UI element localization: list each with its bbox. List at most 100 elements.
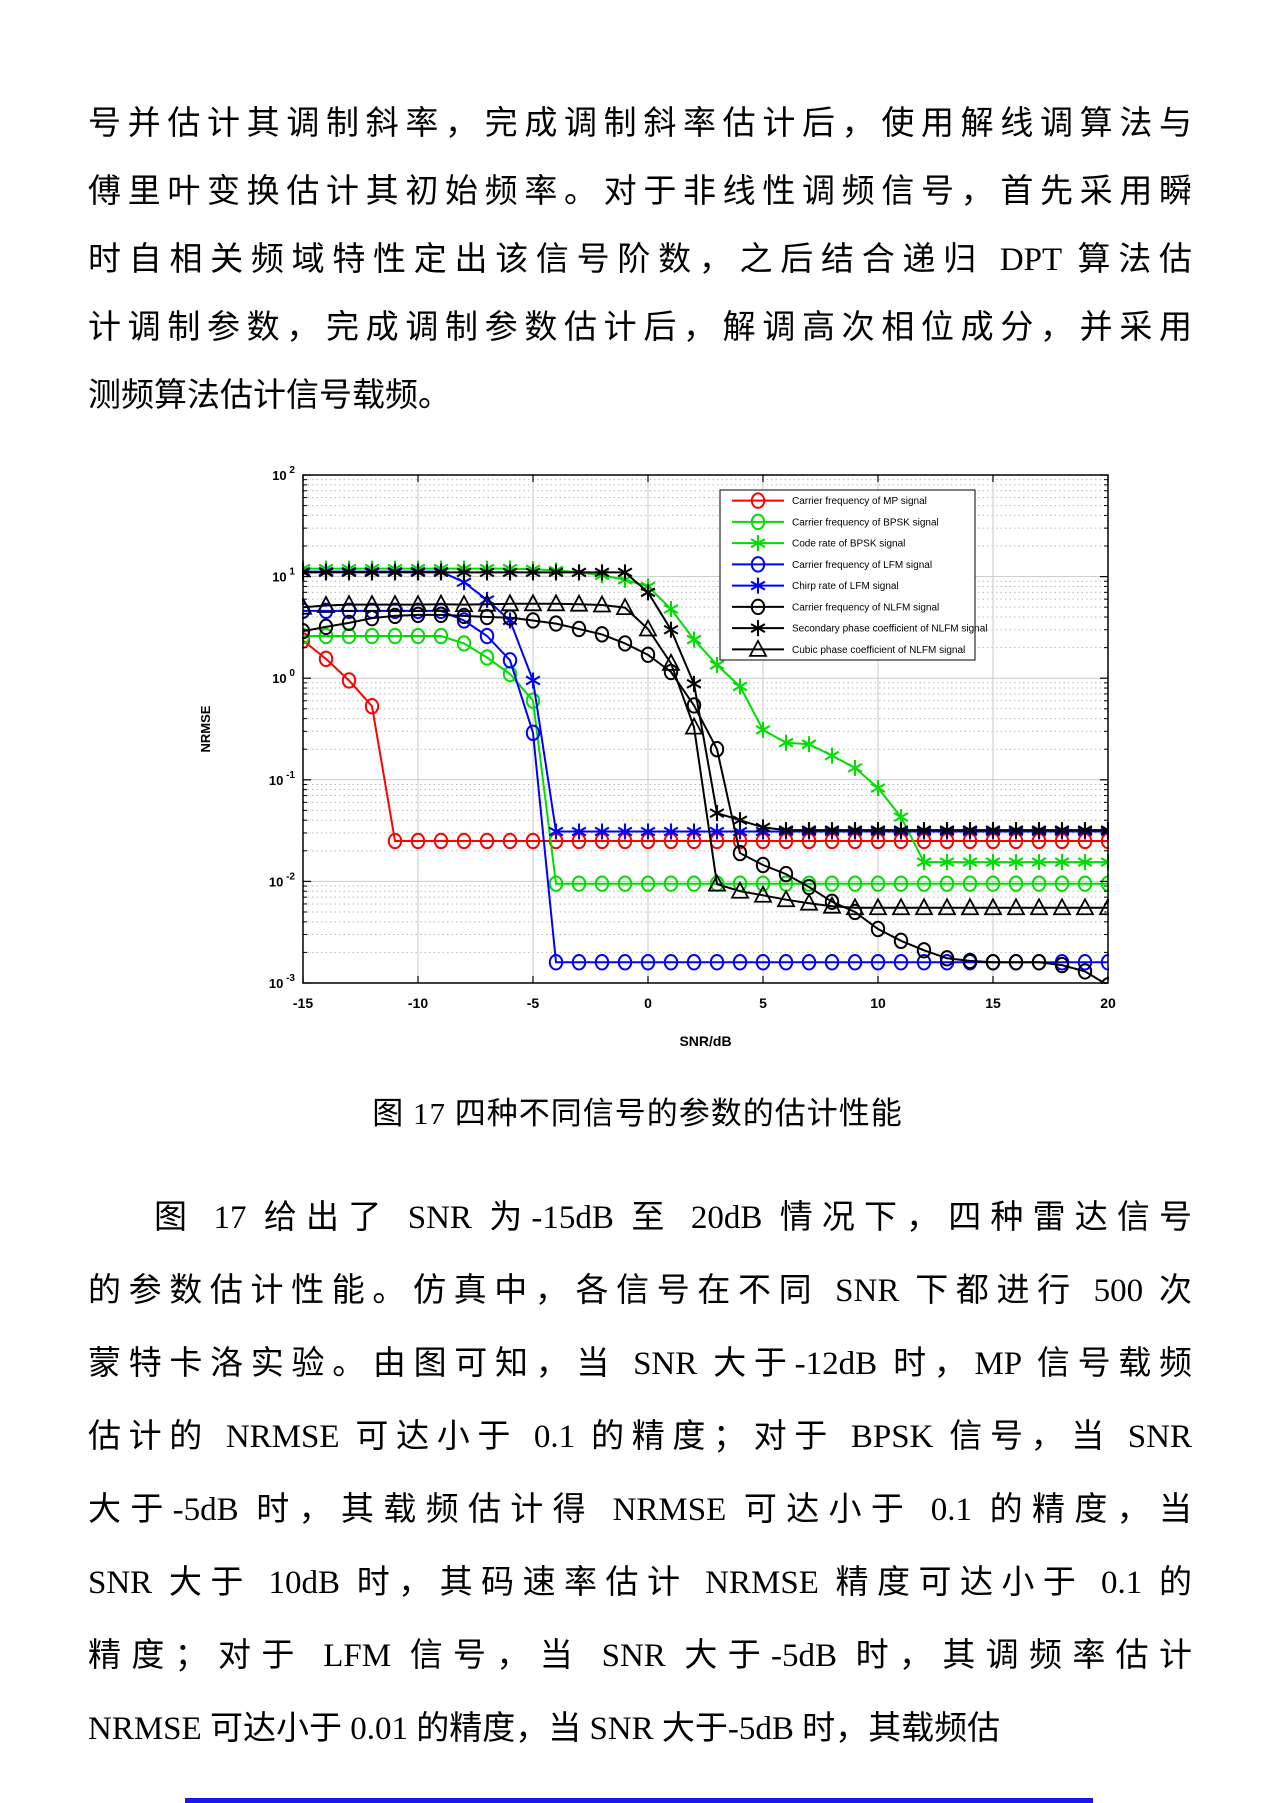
circle-marker <box>870 875 886 892</box>
asterisk-marker <box>502 564 518 581</box>
asterisk-marker <box>640 823 656 840</box>
svg-text:-15: -15 <box>293 995 313 1011</box>
circle-marker <box>341 627 357 645</box>
series-1 <box>302 627 1109 892</box>
circle-marker <box>456 607 472 625</box>
circle-marker <box>824 893 840 910</box>
circle-marker <box>571 620 587 638</box>
circle-marker <box>433 832 449 850</box>
asterisk-marker <box>824 822 840 839</box>
asterisk-marker <box>1031 854 1047 871</box>
asterisk-marker <box>847 822 863 839</box>
legend-entry: Secondary phase coefficient of NLFM sign… <box>732 620 987 637</box>
triangle-marker <box>983 897 1003 916</box>
asterisk-marker <box>525 672 541 689</box>
asterisk-marker <box>1077 822 1093 839</box>
circle-marker <box>318 650 334 668</box>
asterisk-marker <box>985 822 1001 839</box>
circle-marker <box>916 954 932 971</box>
asterisk-marker <box>985 854 1001 871</box>
asterisk-marker <box>1008 854 1024 871</box>
asterisk-marker <box>709 805 725 822</box>
svg-text:0: 0 <box>644 995 652 1011</box>
circle-marker <box>1008 954 1024 971</box>
circle-marker <box>364 627 380 645</box>
circle-marker <box>318 618 334 636</box>
svg-text:5: 5 <box>759 995 767 1011</box>
circle-marker <box>1054 956 1070 974</box>
bottom-blue-line <box>185 1798 1093 1803</box>
asterisk-marker <box>778 734 794 751</box>
triangle-marker <box>730 880 750 899</box>
text-line: SNR 大于 10dB 时，其码速率估计 NRMSE 精度可达小于 0.1 的 <box>88 1565 1192 1601</box>
text-line: 大于-5dB 时，其载频估计得 NRMSE 可达小于 0.1 的精度，当 <box>88 1492 1192 1528</box>
asterisk-marker <box>617 823 633 840</box>
circle-marker <box>916 942 932 959</box>
asterisk-marker <box>318 564 334 581</box>
legend-entry: Carrier frequency of MP signal <box>732 492 927 509</box>
circle-marker <box>341 672 357 689</box>
triangle-marker <box>477 593 497 612</box>
asterisk-marker <box>456 564 472 581</box>
circle-marker <box>594 954 610 971</box>
circle-marker <box>640 954 656 971</box>
text-line: 测频算法估计信号载频。 <box>88 378 451 414</box>
circle-marker <box>709 741 725 758</box>
circle-marker <box>778 865 794 883</box>
triangle-marker <box>431 593 451 612</box>
circle-marker <box>985 954 1001 971</box>
circle-marker <box>410 606 426 624</box>
circle-marker <box>709 954 725 971</box>
text-line: 时自相关频域特性定出该信号阶数，之后结合递归 DPT 算法估 <box>88 242 1192 278</box>
legend-entry: Carrier frequency of BPSK signal <box>732 513 939 531</box>
circle-marker <box>962 952 978 970</box>
asterisk-marker <box>916 822 932 839</box>
text-line: 精度；对于 LFM 信号，当 SNR 大于-5dB 时，其调频率估计 <box>88 1638 1192 1674</box>
circle-marker <box>732 954 748 971</box>
circle-marker <box>1077 954 1093 971</box>
text-line: 估计的 NRMSE 可达小于 0.1 的精度；对于 BPSK 信号，当 SNR <box>88 1419 1192 1455</box>
asterisk-marker <box>1031 822 1047 839</box>
text-line: NRMSE 可达小于 0.01 的精度，当 SNR 大于-5dB 时，其载频估 <box>88 1711 1001 1747</box>
circle-marker <box>962 875 978 892</box>
circle-marker <box>479 627 495 645</box>
asterisk-marker <box>801 822 817 839</box>
legend-label: Carrier frequency of BPSK signal <box>792 517 939 528</box>
legend-label: Chirp rate of LFM signal <box>792 581 899 592</box>
svg-text:10 0: 10 0 <box>272 668 295 686</box>
triangle-marker <box>523 593 543 612</box>
circle-marker <box>594 875 610 892</box>
circle-marker <box>502 832 518 850</box>
circle-marker <box>571 875 587 892</box>
circle-marker <box>364 698 380 715</box>
circle-marker <box>916 875 932 892</box>
text-line: 计调制参数，完成调制参数估计后，解调高次相位成分，并采用 <box>88 310 1192 346</box>
asterisk-marker <box>663 621 679 638</box>
circle-marker <box>663 875 679 892</box>
asterisk-marker <box>433 564 449 581</box>
circle-marker <box>870 920 886 938</box>
triangle-marker <box>454 594 474 613</box>
figure-caption: 图 17 四种不同信号的参数的估计性能 <box>372 1096 903 1131</box>
asterisk-marker <box>732 812 748 829</box>
asterisk-marker <box>663 823 679 840</box>
asterisk-marker <box>750 535 766 552</box>
circle-marker <box>387 607 403 625</box>
svg-text:-10: -10 <box>408 995 428 1011</box>
asterisk-marker <box>870 822 886 839</box>
circle-marker <box>1077 963 1093 980</box>
asterisk-marker <box>617 564 633 581</box>
circle-marker <box>893 932 909 950</box>
asterisk-marker <box>525 564 541 581</box>
asterisk-marker <box>686 823 702 840</box>
circle-marker <box>525 612 541 629</box>
triangle-marker <box>1029 897 1049 916</box>
circle-marker <box>548 954 564 971</box>
triangle-marker <box>615 597 635 616</box>
asterisk-marker <box>1008 822 1024 839</box>
asterisk-marker <box>709 823 725 840</box>
svg-text:10 -2: 10 -2 <box>269 871 296 889</box>
circle-marker <box>456 612 472 629</box>
text-line: 图 17 给出了 SNR 为-15dB 至 20dB 情况下，四种雷达信号 <box>154 1200 1192 1236</box>
asterisk-marker <box>732 678 748 695</box>
